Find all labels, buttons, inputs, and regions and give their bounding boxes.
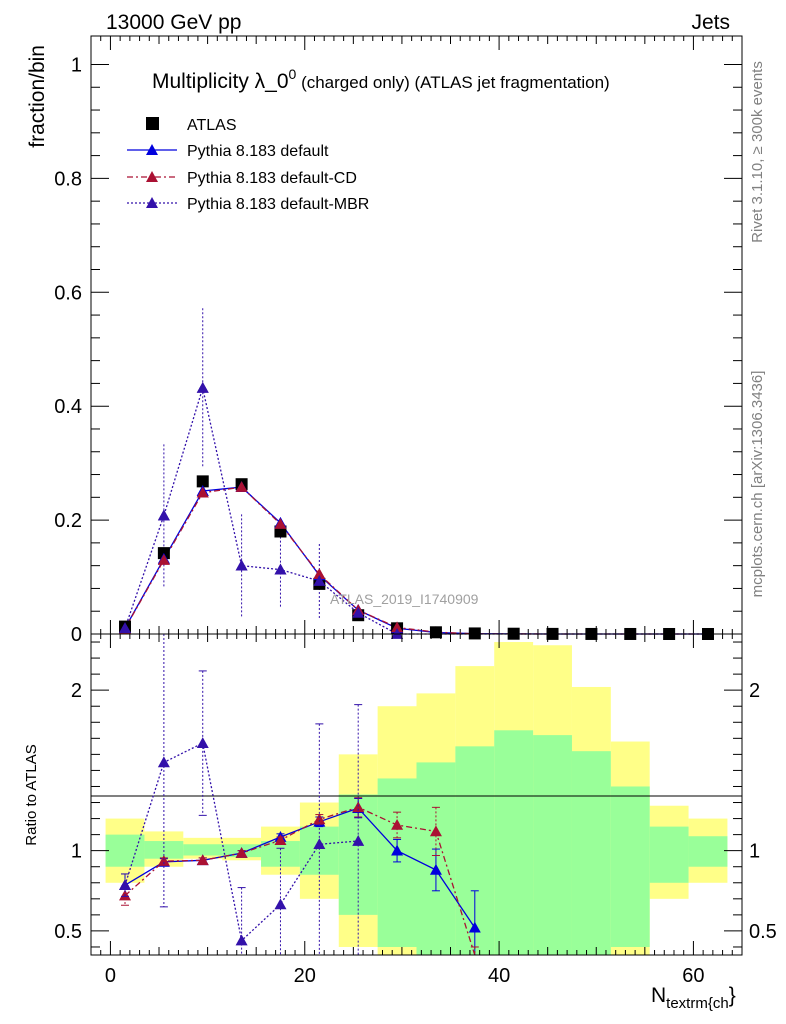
- mcplots-label: mcplots.cern.ch [arXiv:1306.3436]: [749, 371, 766, 598]
- ratio-axis-label: Ratio to ATLAS: [23, 744, 40, 845]
- y-tick-label: 0: [71, 624, 82, 646]
- legend-cd-marker: [146, 171, 158, 182]
- ratio-series: [119, 633, 481, 956]
- ratio-point-default: [391, 844, 404, 856]
- point-mbr-top: [196, 381, 209, 393]
- ratio-tick-label-left: 2: [71, 680, 82, 702]
- ratio-point-cd: [196, 854, 209, 866]
- jets-label: Jets: [691, 11, 730, 34]
- y-axis-label: fraction/bin: [26, 45, 49, 148]
- ratio-point-mbr: [313, 838, 326, 850]
- x-tick-label: 0: [105, 965, 116, 987]
- ratio-point-default: [429, 863, 442, 875]
- ratio-point-mbr: [119, 879, 132, 890]
- ratio-axis-ticks: 0 20 40 60 0.5 0.5 1 1 2 2: [54, 634, 777, 987]
- ratio-point-mbr: [196, 737, 209, 748]
- energy-label: 13000 GeV pp: [106, 11, 241, 34]
- ratio-point-cd: [429, 825, 442, 837]
- ratio-tick-label-left: 1: [71, 841, 82, 863]
- ratio-point-default: [468, 921, 481, 933]
- point-atlas: [468, 627, 481, 640]
- rivet-label: Rivet 3.1.10, ≥ 300k events: [749, 61, 766, 243]
- x-tick-label: 40: [488, 965, 510, 987]
- ratio-tick-label-left: 0.5: [54, 921, 82, 943]
- point-mbr-top: [391, 628, 404, 639]
- ratio-point-mbr: [157, 756, 170, 768]
- x-axis-label-main: N: [651, 984, 666, 1007]
- band-inner-13: [610, 786, 650, 947]
- band-inner-15: [688, 836, 728, 867]
- main-axis-ticks: 0 0.2 0.4 0.6 0.8 1: [54, 36, 743, 646]
- point-mbr-top: [313, 575, 326, 586]
- ratio-point-cd: [235, 847, 248, 858]
- title-superscript: 0: [289, 66, 297, 82]
- legend-cd-label: Pythia 8.183 default-CD: [187, 170, 357, 187]
- ratio-panel: 0 20 40 60 0.5 0.5 1 1 2 2: [54, 633, 777, 987]
- point-cd-top: [313, 568, 326, 579]
- ratio-point-cd: [313, 813, 326, 825]
- series-line-cd: [124, 486, 708, 635]
- point-cd-top: [157, 553, 170, 565]
- x-tick-label: 60: [682, 965, 704, 987]
- point-atlas: [196, 475, 209, 488]
- y-tick-label: 0.2: [54, 510, 82, 532]
- plot-title: Multiplicity λ_00 (charged only) (ATLAS …: [152, 66, 610, 93]
- ratio-line-cd: [124, 806, 476, 956]
- ratio-tick-label-right: 1: [749, 841, 760, 863]
- point-mbr-top: [157, 509, 170, 521]
- legend-default-label: Pythia 8.183 default: [187, 143, 329, 160]
- point-atlas: [429, 626, 442, 639]
- band-inner-1: [144, 841, 184, 859]
- point-cd-top: [274, 518, 287, 529]
- ratio-frame: [90, 633, 743, 956]
- ratio-point-mbr: [352, 835, 365, 846]
- x-axis-label-end: }: [729, 984, 736, 1007]
- point-mbr-top: [274, 563, 287, 575]
- ratio-point-mbr: [274, 898, 287, 910]
- y-tick-label: 0.8: [54, 168, 82, 190]
- legend-atlas-marker: [146, 117, 159, 130]
- band-inner-7: [377, 778, 417, 947]
- ratio-tick-label-right: 0.5: [749, 921, 777, 943]
- uncertainty-bands: [105, 642, 728, 955]
- band-inner-11: [533, 735, 572, 955]
- title-rest: (charged only) (ATLAS jet fragmentation): [296, 73, 609, 92]
- series-line-default: [124, 486, 708, 635]
- point-cd-top: [235, 481, 248, 492]
- band-inner-12: [571, 751, 611, 955]
- x-tick-label: 20: [294, 965, 316, 987]
- legend: ATLAS Pythia 8.183 default Pythia 8.183 …: [127, 117, 369, 213]
- band-inner-5: [299, 826, 339, 875]
- band-inner-14: [649, 826, 689, 883]
- band-inner-10: [494, 730, 534, 955]
- y-tick-label: 1: [71, 54, 82, 76]
- band-inner-0: [105, 834, 145, 867]
- legend-atlas-label: ATLAS: [187, 117, 237, 134]
- ratio-tick-label-right: 2: [749, 680, 760, 702]
- point-cd-top: [391, 621, 404, 633]
- y-tick-label: 0.6: [54, 282, 82, 304]
- x-axis-label: Ntextrm{ch}: [651, 984, 736, 1012]
- x-axis-label-sub: textrm{ch: [666, 995, 729, 1012]
- point-cd-top: [196, 486, 209, 498]
- legend-mbr-label: Pythia 8.183 default-MBR: [187, 196, 369, 213]
- ratio-point-cd: [391, 818, 404, 830]
- y-tick-label: 0.4: [54, 396, 82, 418]
- ratio-point-cd: [352, 801, 365, 813]
- point-mbr-top: [119, 622, 132, 633]
- band-inner-2: [183, 844, 223, 856]
- ratio-point-cd: [274, 834, 287, 846]
- point-mbr-top: [352, 606, 365, 618]
- ratio-point-mbr: [235, 934, 248, 946]
- title-main: Multiplicity λ_0: [152, 70, 289, 93]
- ratio-point-cd: [157, 855, 170, 866]
- point-mbr-top: [235, 559, 248, 571]
- legend-mbr-marker: [146, 197, 158, 208]
- legend-default-marker: [146, 144, 158, 155]
- analysis-watermark: ATLAS_2019_I1740909: [330, 591, 479, 607]
